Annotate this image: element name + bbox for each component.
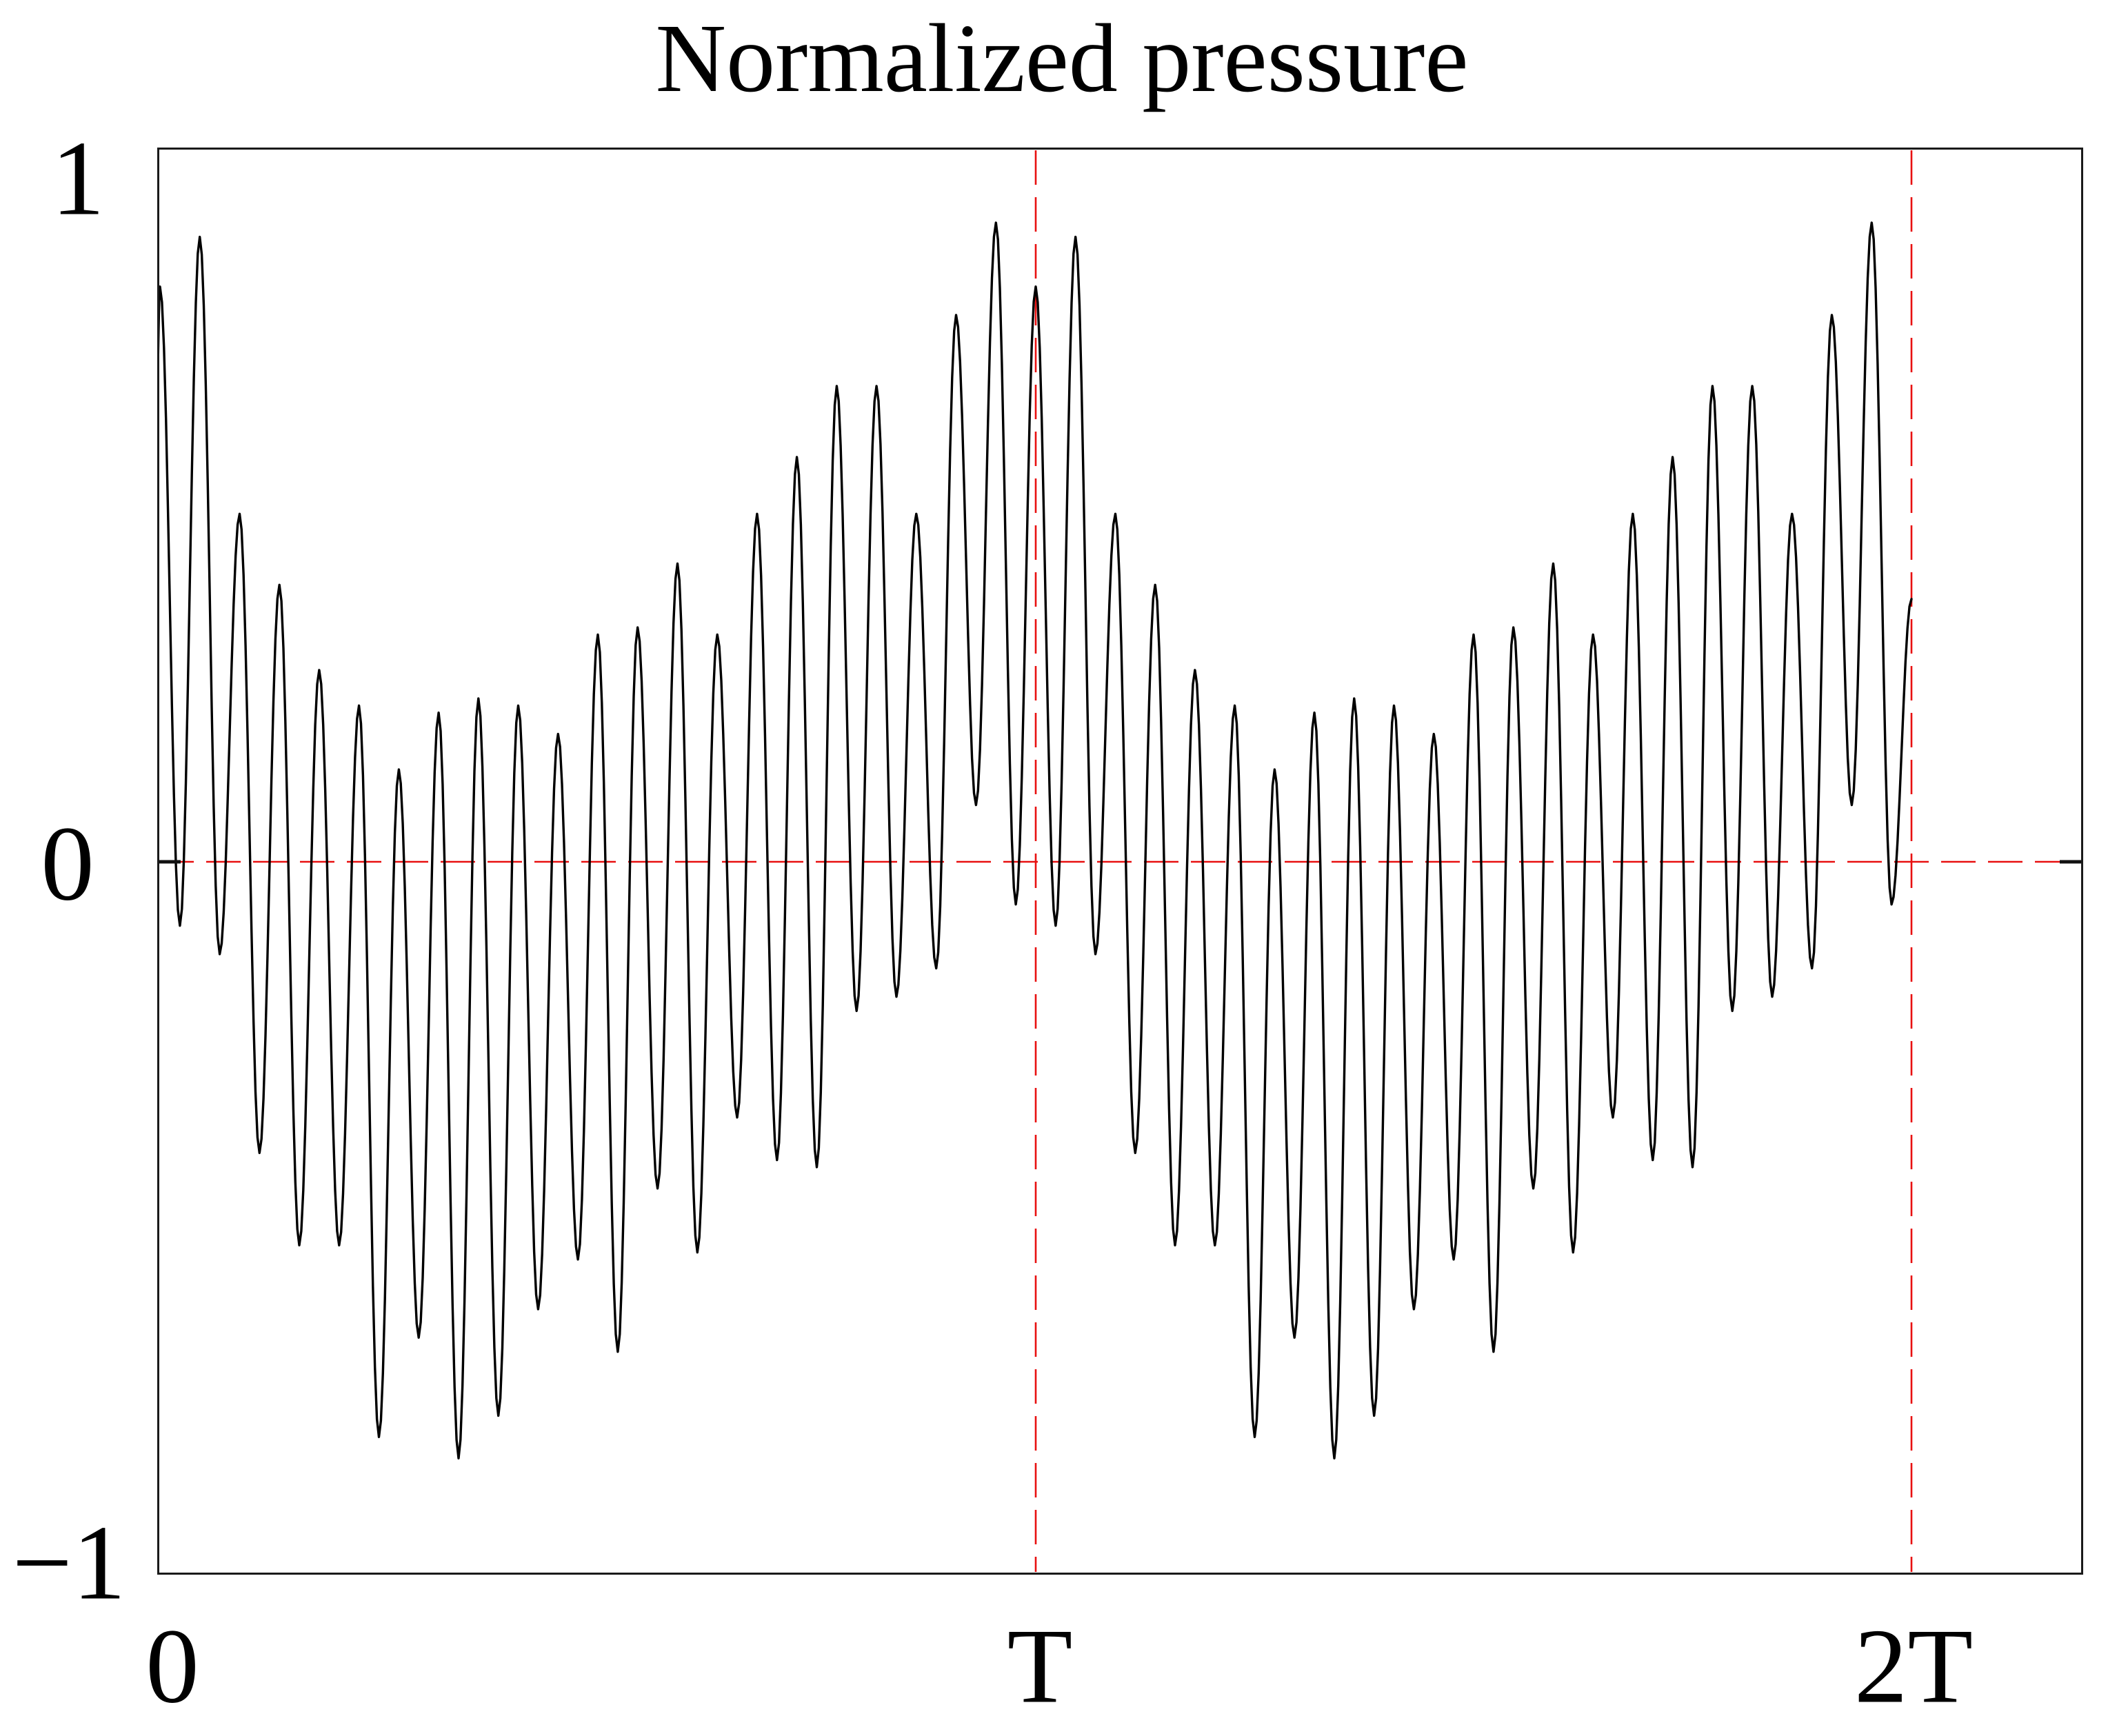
y-tick-label-0: 0: [41, 804, 94, 923]
x-tick-label-0: 0: [145, 1606, 199, 1726]
y-tick-label-minus-1: −1: [12, 1503, 126, 1622]
chart-title: Normalized pressure: [655, 3, 1469, 112]
y-tick-label-1: 1: [51, 119, 105, 238]
right-zero-tick: [2060, 860, 2082, 864]
zero-and-period-guides: [159, 150, 2081, 1572]
x-tick-label-2T: 2T: [1854, 1606, 1974, 1726]
left-zero-tick: [159, 860, 181, 864]
pressure-waveform-curve: [157, 221, 1913, 1460]
y0-tick-marks: [159, 860, 2082, 864]
x-tick-label-T: T: [1007, 1606, 1073, 1726]
plot-area: [157, 148, 2083, 1575]
plot-frame: [157, 148, 2083, 1575]
